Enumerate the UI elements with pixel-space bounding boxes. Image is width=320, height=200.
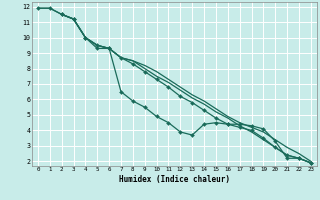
X-axis label: Humidex (Indice chaleur): Humidex (Indice chaleur) [119,175,230,184]
